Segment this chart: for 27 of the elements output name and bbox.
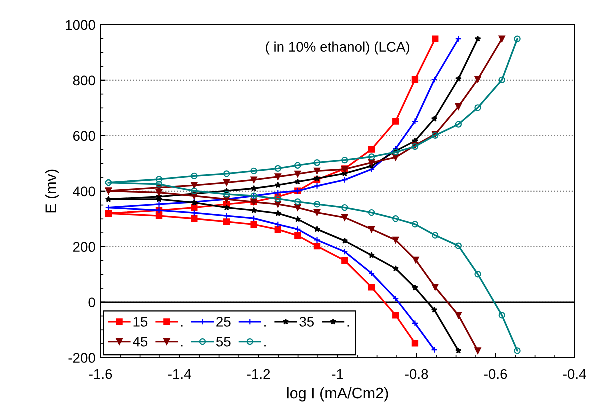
y-axis-title: E (mv) [45, 170, 60, 213]
y-tick-label: -200 [68, 353, 96, 364]
legend-label: 25 [216, 317, 231, 327]
y-tick-label: 0 [88, 298, 96, 308]
y-tick-label: 400 [73, 186, 96, 197]
x-tick-label: -1 [332, 369, 344, 380]
x-tick-label: -1.6 [89, 369, 112, 380]
x-tick-label: -0.6 [484, 369, 508, 380]
x-tick-label: -0.4 [563, 369, 586, 380]
x-tick-label: -0.8 [405, 369, 428, 380]
legend-label: . [264, 325, 266, 327]
legend-label: . [181, 325, 183, 327]
legend-label: 35 [300, 317, 314, 327]
y-tick-label: 1000 [66, 20, 96, 30]
legend-label: . [181, 345, 183, 347]
y-tick-label: 800 [73, 76, 96, 86]
legend-label: 45 [133, 337, 148, 347]
x-axis-title: log I (mA/Cm2) [287, 387, 388, 402]
legend-label: 15 [134, 317, 148, 327]
legend-label: . [348, 325, 350, 327]
legend-label: . [264, 345, 266, 347]
y-tick-label: 200 [73, 242, 96, 252]
legend-label: 55 [216, 337, 231, 347]
annotation: ( in 10% ethanol) (LCA) [266, 42, 410, 55]
x-tick-label: -1.4 [168, 369, 192, 380]
y-tick-label: 600 [73, 131, 96, 142]
x-tick-label: -1.2 [247, 369, 270, 380]
